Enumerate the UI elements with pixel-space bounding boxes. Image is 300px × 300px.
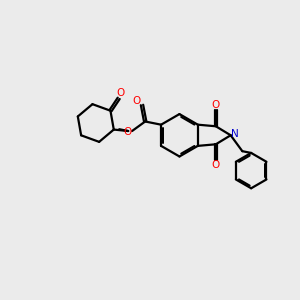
Text: N: N [231, 129, 239, 140]
Text: O: O [123, 127, 131, 136]
Text: O: O [212, 160, 220, 170]
Text: O: O [212, 100, 220, 110]
Text: O: O [133, 95, 141, 106]
Text: O: O [116, 88, 124, 98]
